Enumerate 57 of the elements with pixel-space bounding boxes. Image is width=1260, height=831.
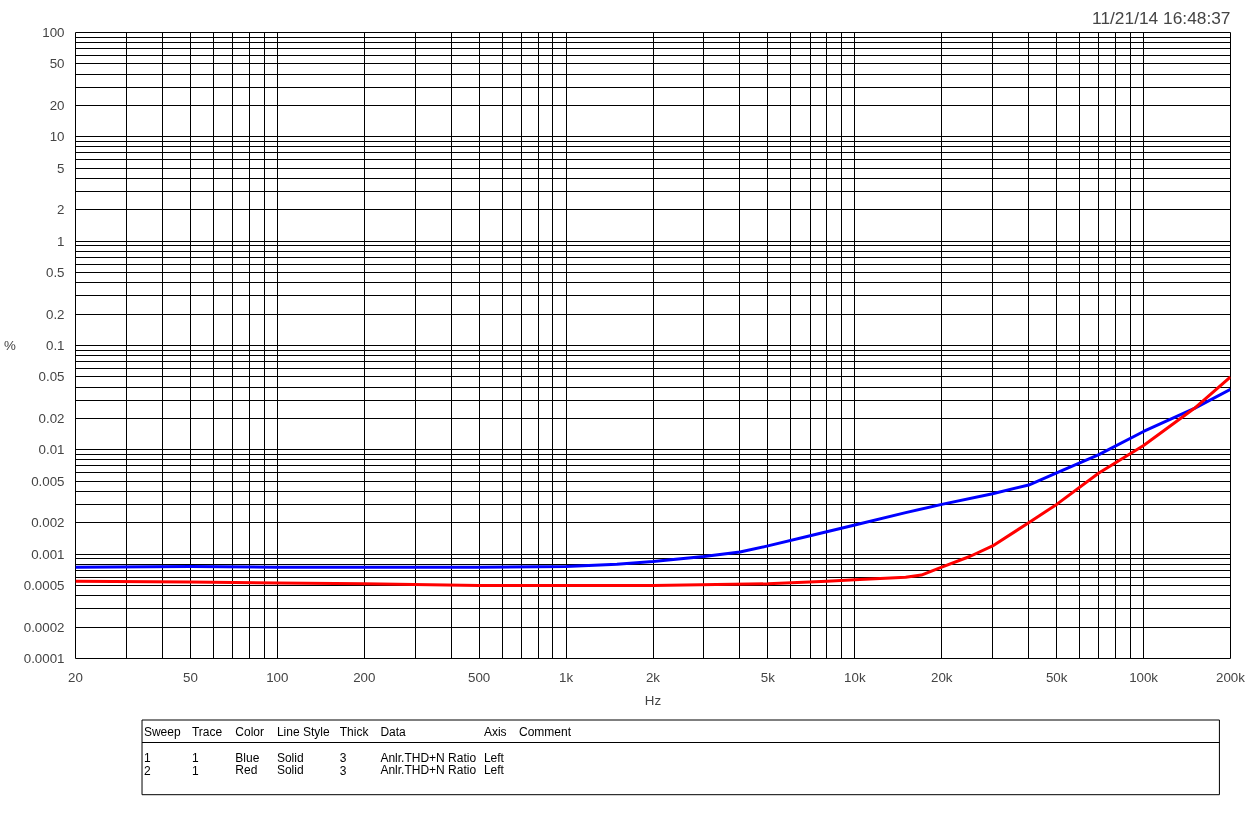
x-tick-label: 5k [760,669,776,685]
x-tick-label: 200k [1216,669,1246,685]
text: Color [235,724,265,739]
y-tick-label: 0.2 [45,306,65,322]
x-tick-label: 1k [559,669,574,685]
y-tick-label: 0.5 [45,265,65,281]
text: 1 [191,763,199,778]
y-tick-label: 0.0002 [23,619,65,635]
x-tick-label: 50 [182,669,198,685]
x-tick-label: 500 [468,669,491,685]
y-tick-label: 0.1 [45,338,65,353]
y-tick-label: 20 [49,97,65,113]
text: Left [483,750,505,765]
y-axis-title: % [3,338,16,353]
y-tick-label: 50 [49,56,65,72]
x-tick-label: 100 [266,669,289,685]
x-tick-label: 100k [1129,669,1159,685]
text: Line Style [276,724,330,739]
y-tick-label: 0.0005 [23,578,65,594]
x-tick-label: 10k [844,669,866,685]
x-axis-title: Hz [644,692,662,708]
text: 1 [143,751,151,766]
text: Axis [483,724,507,739]
text: Left [483,763,505,778]
text: 3 [339,751,347,766]
y-tick-label: 0.05 [38,369,65,385]
x-tick-label: 20k [931,669,953,685]
text: Trace [191,724,223,739]
y-tick-label: 100 [42,25,65,40]
text: Solid [276,750,304,765]
chart-subtitle: 11/21/14 16:48:37 [1092,7,1231,28]
text: Thick [339,724,370,739]
x-tick-label: 2k [645,669,661,685]
y-tick-label: 1 [57,233,65,249]
x-tick-label: 50k [1045,669,1068,685]
y-tick-label: 0.002 [31,515,65,531]
x-tick-label: 20 [68,669,83,685]
y-tick-label: 5 [57,160,65,176]
text: Solid [276,763,304,778]
y-tick-label: 0.02 [38,410,65,426]
y-tick-label: 0.001 [31,546,65,562]
text: Blue [235,750,260,765]
y-tick-label: 0.005 [31,473,65,489]
y-tick-label: 10 [49,129,65,145]
y-tick-label: 2 [57,202,65,218]
text: 3 [339,763,347,778]
text: Comment [519,724,572,739]
text: Anlr.THD+N Ratio [380,763,477,778]
text: Anlr.THD+N Ratio [380,750,477,765]
text: Data [380,724,407,739]
text: 2 [143,763,151,778]
text: Sweep [143,724,181,739]
y-tick-label: 0.01 [38,442,65,458]
y-tick-label: 0.0001 [23,651,65,666]
text: Red [235,763,258,778]
text: 1 [191,751,199,766]
x-tick-label: 200 [353,669,376,685]
